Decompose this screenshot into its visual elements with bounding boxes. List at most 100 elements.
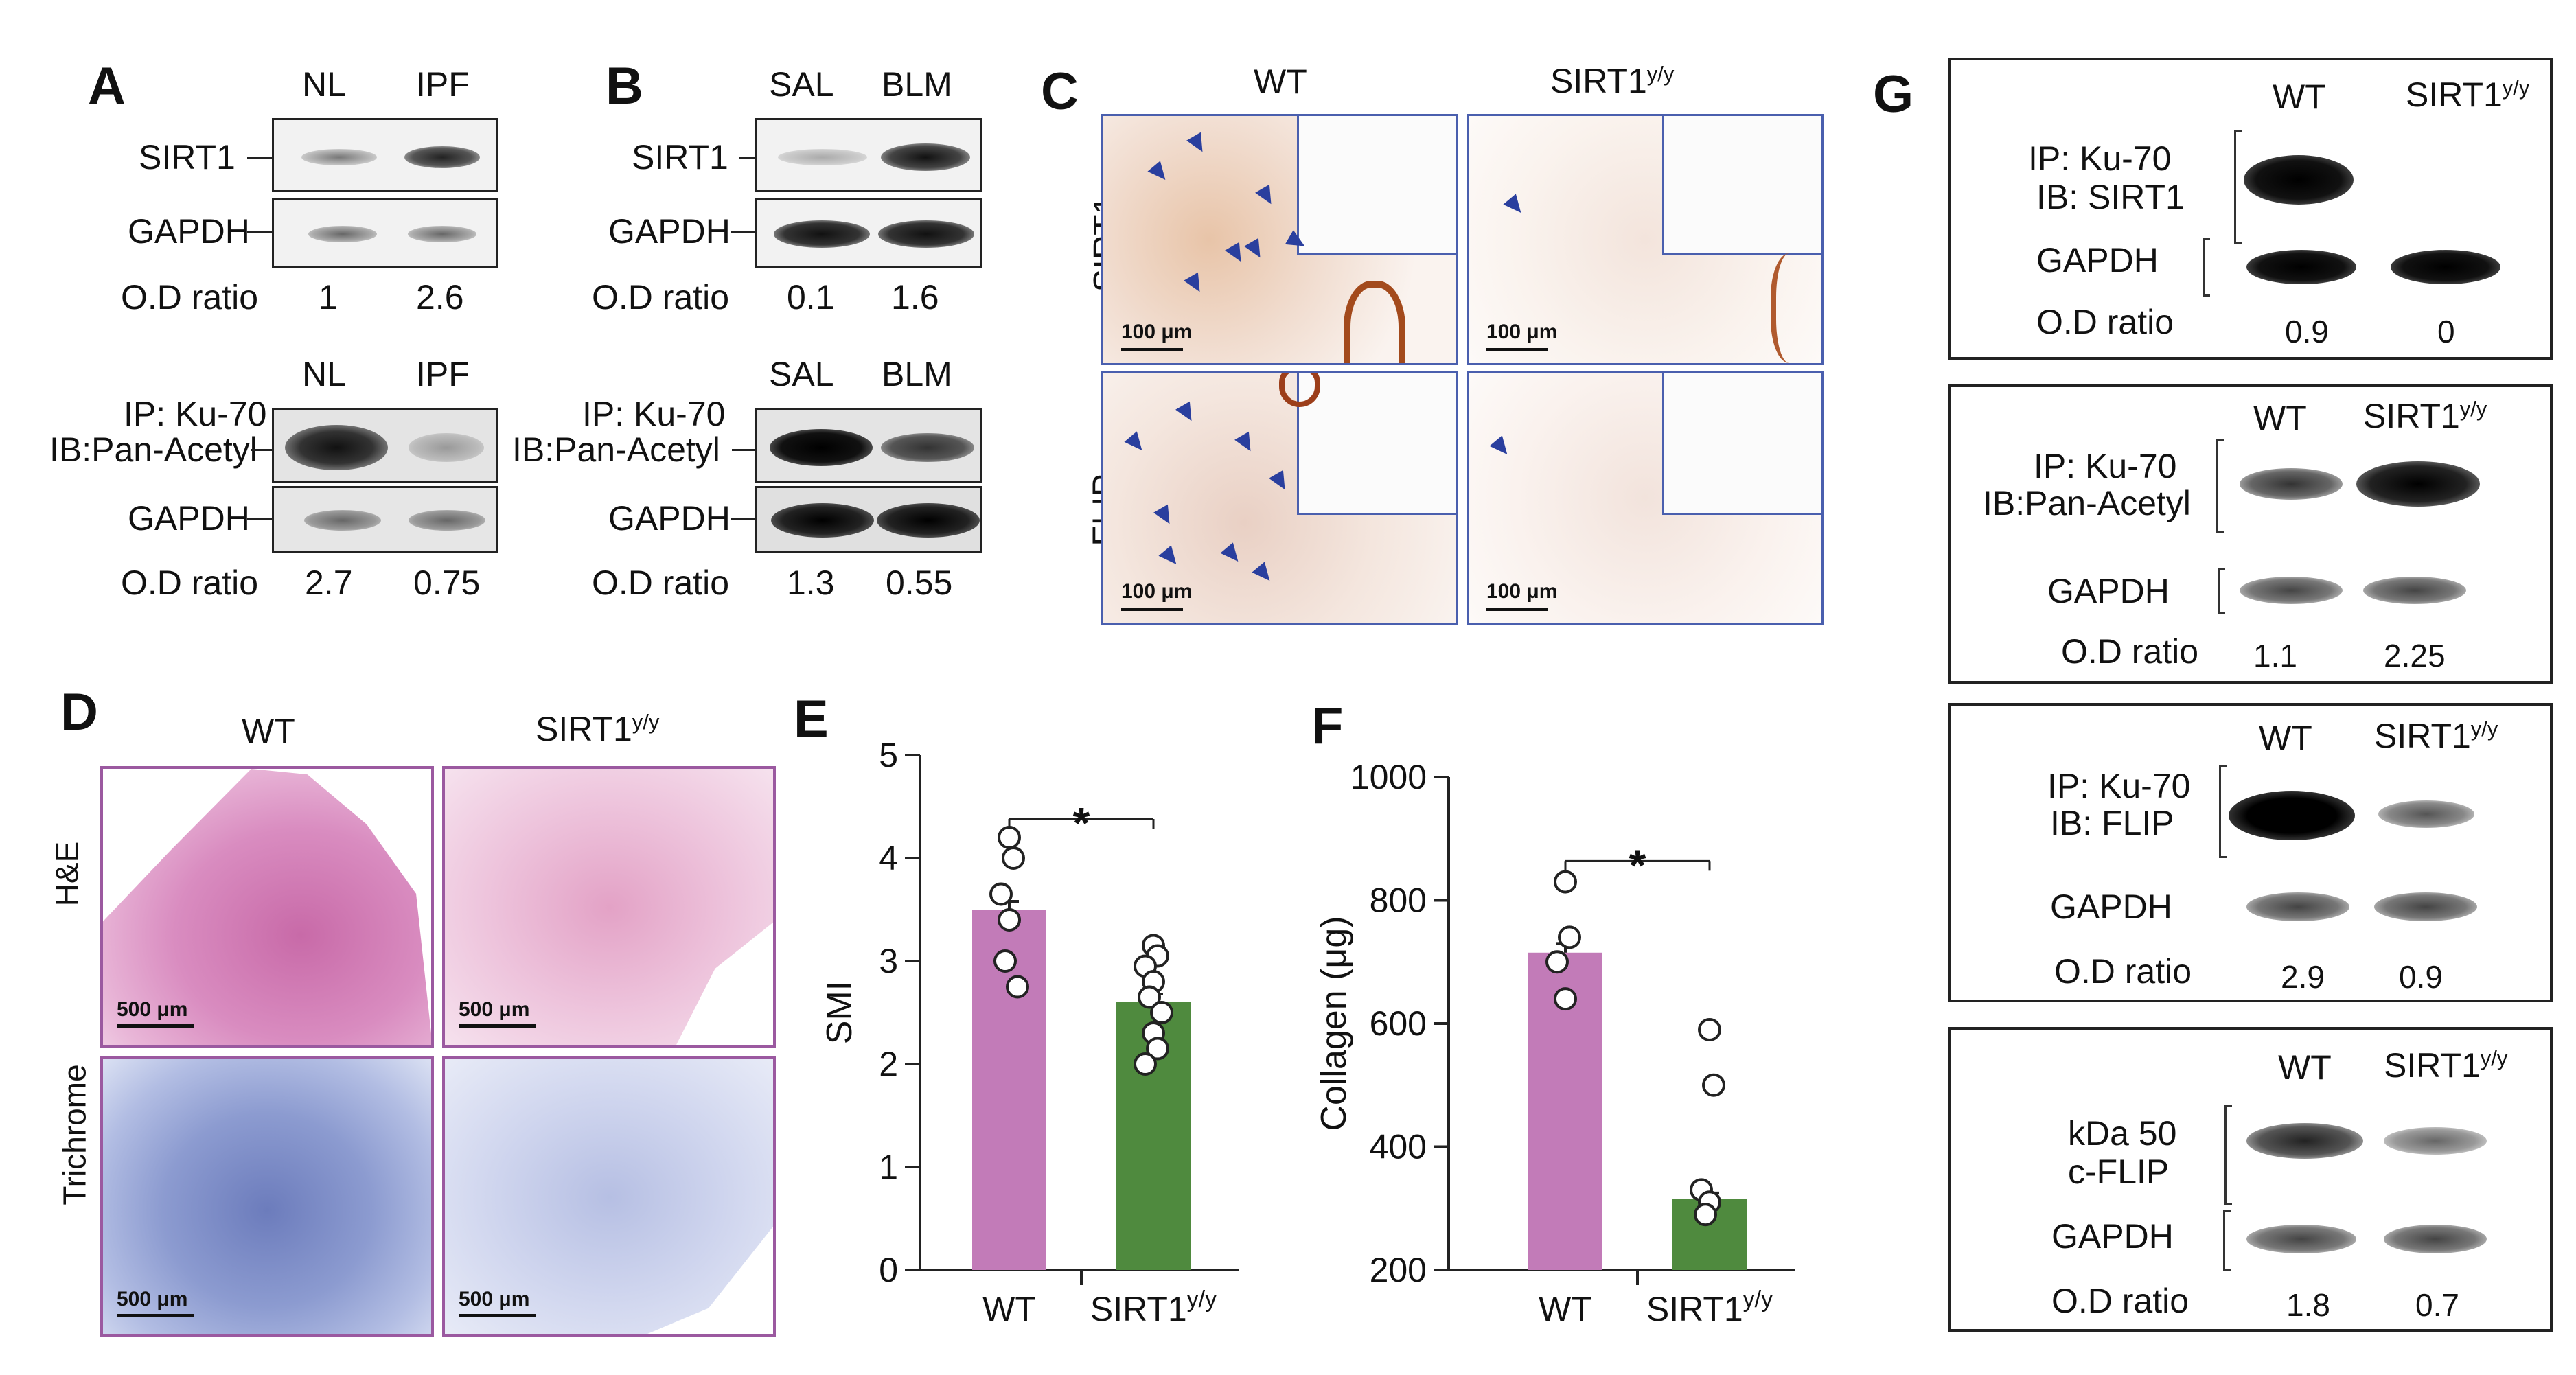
panel-b-col2: BLM (882, 65, 952, 104)
panel-b-od2: 1.6 (891, 278, 939, 316)
panel-c-col2: SIRT1y/y (1550, 63, 1674, 98)
panel-a-b-col2: IPF (416, 355, 470, 393)
data-point (1146, 1037, 1169, 1061)
g1-l3: GAPDH (2036, 241, 2159, 279)
panel-b-row2-label: GAPDH (608, 212, 731, 251)
g4-bracket (2224, 1105, 2232, 1205)
arrow-marker (1269, 470, 1292, 494)
band (881, 143, 970, 171)
data-point (998, 908, 1021, 932)
panel-d-row2: Trichrome (56, 1064, 93, 1205)
band (2378, 800, 2474, 828)
panel-d-scalebar (459, 1314, 536, 1317)
g2-l2: IB:Pan-Acetyl (1983, 484, 2191, 522)
data-point (1554, 987, 1577, 1011)
panel-c-scalebar (1486, 608, 1548, 611)
band (774, 220, 870, 248)
histology-ko-sirt1: 100 μm (1467, 114, 1824, 365)
panel-c-col2-text: SIRT1 (1550, 62, 1647, 101)
panel-a-col1: NL (302, 65, 346, 104)
histology-inset (1662, 373, 1821, 515)
panel-b-row2-tick (731, 231, 755, 233)
arrow-marker (1255, 184, 1278, 209)
band (2246, 250, 2356, 284)
data-point (1150, 1001, 1173, 1024)
chart-e: 0 1 2 3 4 5 SMI WT SIRT1y/y * (820, 736, 1239, 1328)
data-point (1702, 1073, 1725, 1097)
panel-b-b-od2: 0.55 (886, 564, 953, 602)
panel-d-scale-label: 500 μm (117, 998, 188, 1021)
panel-d-scale-label: 500 μm (459, 1288, 530, 1310)
y-tick-label: 600 (1370, 1004, 1427, 1043)
x-tick-label: SIRT1y/y (1090, 1286, 1217, 1328)
g4-l2: c-FLIP (2068, 1153, 2170, 1191)
panel-a-b-od1: 2.7 (305, 564, 353, 602)
g4-od-label: O.D ratio (2051, 1282, 2189, 1320)
band (881, 433, 974, 462)
panel-c-col2-sup: y/y (1646, 62, 1675, 86)
panel-b-row1-label: SIRT1 (632, 138, 728, 176)
histology-wt-flip: 100 μm (1101, 371, 1458, 625)
arrow-marker (1244, 238, 1267, 262)
data-point (1545, 950, 1569, 974)
y-tick-label: 3 (879, 942, 898, 980)
panel-b-b-row1-tick (732, 449, 755, 451)
data-point (1558, 925, 1581, 949)
y-tick-label: 2 (879, 1045, 898, 1083)
band (771, 503, 874, 538)
arrow-marker (1220, 542, 1245, 567)
panel-b-b-gapdh-blot (755, 486, 982, 553)
arrow-marker (1124, 431, 1149, 456)
band (2229, 791, 2355, 840)
panel-b-b-row2-tick (731, 518, 755, 520)
panel-c-scalebar (1486, 348, 1548, 351)
tissue (445, 1059, 773, 1334)
airway (1344, 281, 1405, 363)
arrow-marker (1147, 161, 1172, 185)
panel-g-box-2: WT SIRT1y/y IP: Ku-70 IB:Pan-Acetyl GAPD… (1948, 384, 2553, 684)
panel-a-row1-label: SIRT1 (139, 138, 235, 176)
g4-col2: SIRT1y/y (2384, 1048, 2507, 1083)
band (2384, 1225, 2487, 1253)
data-point (1694, 1203, 1717, 1227)
band (2374, 892, 2477, 921)
band (2246, 1225, 2356, 1253)
panel-b-acetyl-blot (755, 408, 982, 483)
panel-a-b-row1-tick (251, 449, 272, 451)
panel-b-b-od-label: O.D ratio (592, 564, 730, 602)
g2-od2: 2.25 (2384, 638, 2446, 673)
band (285, 425, 388, 470)
g1-col2: SIRT1y/y (2406, 77, 2529, 112)
data-point (1554, 870, 1577, 894)
panel-a-b-od2: 0.75 (413, 564, 481, 602)
vessel-stain (1771, 253, 1817, 363)
panel-c-scale-label: 100 μm (1486, 580, 1558, 603)
g1-l2-text: IB: SIRT1 (2036, 178, 2185, 216)
y-axis-label: SMI (820, 981, 860, 1044)
g4-l1: kDa 50 (2068, 1114, 2177, 1153)
data-point (989, 882, 1013, 906)
g3-l1: IP: Ku-70 (2047, 767, 2191, 805)
panel-b-b-col2: BLM (882, 355, 952, 393)
y-tick-label: 200 (1370, 1251, 1427, 1289)
g3-col1: WT (2259, 719, 2312, 757)
g2-l1: IP: Ku-70 (2034, 447, 2177, 485)
g1-l2: IB: SIRT1 (2036, 180, 2185, 214)
band (301, 149, 377, 165)
g1-od2: 0 (2437, 314, 2455, 349)
panel-a-row1-tick (247, 157, 272, 159)
panel-d-col2-sup: y/y (632, 710, 660, 734)
panel-d-col2: SIRT1y/y (536, 711, 659, 746)
g3-l3: GAPDH (2050, 888, 2172, 926)
panel-c-scale-label: 100 μm (1486, 321, 1558, 343)
g2-od-label: O.D ratio (2061, 632, 2199, 671)
panel-d-col1: WT (242, 712, 295, 750)
panel-d-scale-label: 500 μm (459, 998, 530, 1021)
g1-col1: WT (2273, 78, 2326, 116)
trichrome-wt: 500 μm (100, 1056, 434, 1337)
panel-c-scale-label: 100 μm (1121, 321, 1193, 343)
band (778, 149, 867, 165)
y-tick-label: 5 (879, 736, 898, 774)
g2-col1: WT (2253, 399, 2307, 437)
panel-a-b-gapdh-blot (272, 486, 498, 553)
